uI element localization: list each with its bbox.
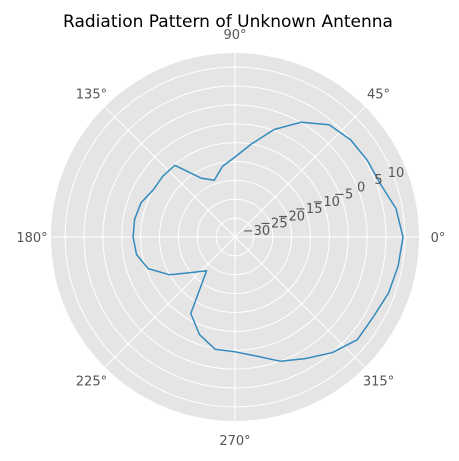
angular-gridline [103, 236, 236, 369]
radial-gridline [215, 217, 255, 257]
radial-tick-label: −20 [278, 209, 305, 224]
polar-plot-area: 0° 45° 90° 135° 180° 225° 270° 315° −30−25−20−15… [16, 28, 445, 449]
radial-tick-label: −10 [312, 195, 339, 210]
angular-gridline [103, 105, 236, 238]
radial-gridline [121, 123, 349, 351]
radial-gridline [140, 142, 330, 332]
radial-tick-label: 5 [374, 173, 382, 188]
radial-gridline [177, 179, 293, 295]
angle-tick-label: 315° [363, 375, 394, 390]
angle-tick-label: 45° [367, 87, 390, 102]
angle-tick-label: 0° [431, 231, 446, 246]
angle-tick-label: 225° [76, 375, 107, 390]
angle-tick-label: 135° [76, 87, 107, 102]
radial-gridline [83, 85, 387, 389]
radial-tick-label: 0 [357, 180, 365, 195]
angle-tick-label: 90° [223, 28, 246, 43]
radial-gridline [158, 160, 312, 314]
radial-gridline [64, 66, 406, 408]
radial-tick-label: −30 [243, 224, 270, 239]
series-line [132, 121, 404, 362]
radial-tick-label: −15 [295, 202, 322, 217]
plot-frame [49, 51, 421, 423]
angle-tick-label: 270° [219, 434, 250, 449]
angular-gridline [234, 105, 367, 238]
radial-tick-label: 10 [388, 166, 405, 181]
radial-tick-label: −5 [334, 188, 353, 203]
radial-gridline [102, 104, 368, 370]
angle-tick-label: 180° [16, 231, 47, 246]
radial-tick-label: −25 [260, 217, 287, 232]
chart-title: Radiation Pattern of Unknown Antenna [63, 12, 393, 32]
radial-gridline [196, 198, 274, 276]
